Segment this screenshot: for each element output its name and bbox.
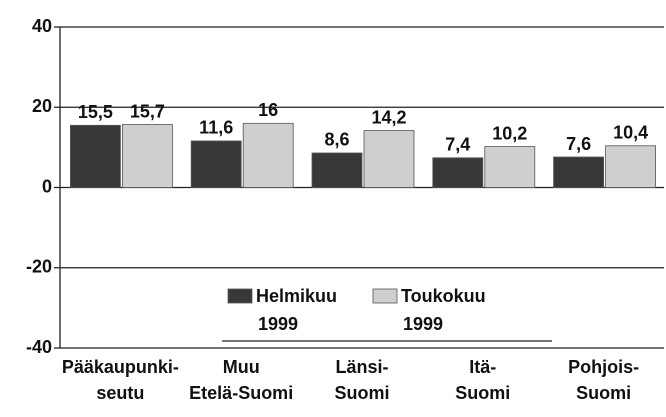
legend-swatch <box>372 288 398 304</box>
value-label: 11,6 <box>199 118 233 138</box>
value-label: 10,4 <box>613 123 648 143</box>
legend-label: Helmikuu 1999 <box>256 286 337 334</box>
bar <box>122 124 173 188</box>
y-tick-label: 20 <box>32 96 52 116</box>
value-label: 8,6 <box>324 130 349 150</box>
value-label: 16 <box>258 100 278 120</box>
value-label: 7,4 <box>445 135 470 155</box>
bar <box>190 140 242 188</box>
x-tick-label: Muu Etelä-Suomi <box>189 357 293 403</box>
y-tick-label: -40 <box>26 337 52 357</box>
value-label: 7,6 <box>566 134 591 154</box>
x-tick-label: Pohjois-Suomi <box>568 357 639 403</box>
legend-label: Toukokuu 1999 <box>401 286 486 334</box>
bar <box>70 124 121 188</box>
y-tick-label: -20 <box>26 257 52 277</box>
x-tick-label: Itä-Suomi <box>455 357 510 403</box>
x-tick-label: Länsi-Suomi <box>334 357 389 403</box>
value-label: 14,2 <box>371 107 406 127</box>
bar <box>242 122 294 188</box>
y-tick-label: 0 <box>42 176 52 196</box>
bar <box>363 130 415 188</box>
bar <box>605 145 656 188</box>
value-label: 10,2 <box>492 123 527 143</box>
value-label: 15,7 <box>130 101 165 121</box>
x-tick-label: Pääkaupunki-seutu <box>62 357 179 403</box>
bar <box>432 157 484 188</box>
y-tick-label: 40 <box>32 16 52 36</box>
bar <box>484 146 536 188</box>
value-label: 15,5 <box>78 102 113 122</box>
bar <box>311 152 363 188</box>
legend-swatch <box>227 288 253 304</box>
bar <box>553 156 604 188</box>
